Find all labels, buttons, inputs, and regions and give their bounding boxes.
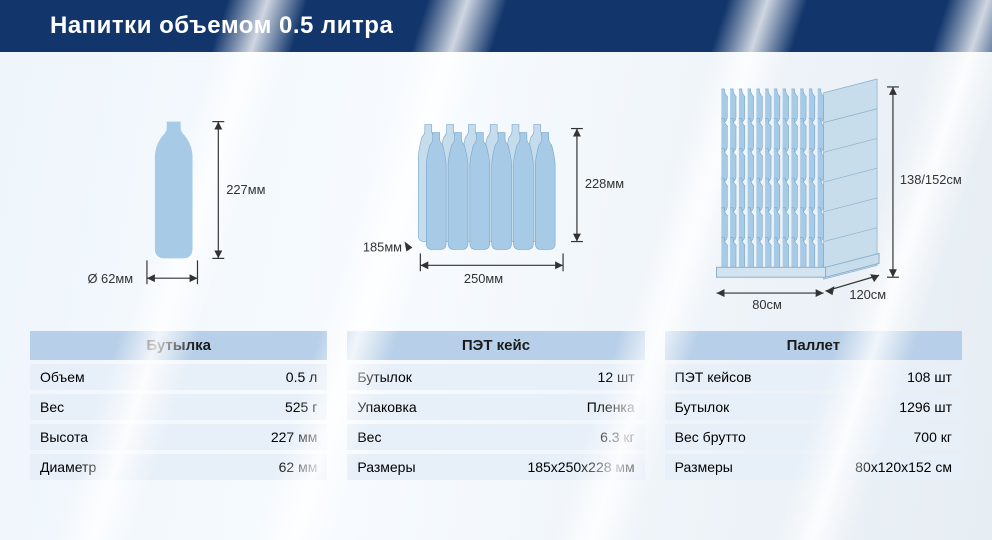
table-cell-key: Высота (30, 424, 189, 450)
dim-bottle-height: 227мм (226, 182, 265, 197)
table-cell-val: 185х250х228 мм (462, 454, 645, 480)
table-cell-key: ПЭТ кейсов (665, 364, 800, 390)
dim-case-depth: 185мм (363, 239, 402, 254)
table-cell-key: Упаковка (347, 394, 461, 420)
table-cell-val: 1296 шт (799, 394, 962, 420)
panel-case: 228мм 250мм 185мм ПЭТ кейс Бутылок12 штУ… (347, 66, 644, 484)
case-table: ПЭТ кейс Бутылок12 штУпаковкаПленкаВес6.… (347, 327, 644, 484)
pallet-table-header: Паллет (665, 331, 962, 360)
table-cell-val: 12 шт (462, 364, 645, 390)
table-cell-key: Объем (30, 364, 189, 390)
table-cell-val: 700 кг (799, 424, 962, 450)
table-cell-key: Размеры (347, 454, 461, 480)
table-cell-key: Диаметр (30, 454, 189, 480)
table-row: УпаковкаПленка (347, 394, 644, 420)
table-cell-val: 62 мм (189, 454, 328, 480)
table-row: Объем0.5 л (30, 364, 327, 390)
table-cell-key: Вес (347, 424, 461, 450)
bottle-table-header: Бутылка (30, 331, 327, 360)
table-cell-key: Вес брутто (665, 424, 800, 450)
page-title: Напитки объемом 0.5 литра (0, 0, 992, 52)
table-cell-val: Пленка (462, 394, 645, 420)
pallet-table: Паллет ПЭТ кейсов108 шт Бутылок1296 шт Вес… (665, 327, 962, 484)
table-row: Вес брутто700 кг (665, 424, 962, 450)
table-cell-key: Размеры (665, 454, 800, 480)
table-cell-key: Вес (30, 394, 189, 420)
pallet-diagram: 138/152см 80см 120см (665, 66, 962, 321)
table-row: Диаметр62 мм (30, 454, 327, 480)
table-row: ПЭТ кейсов108 шт (665, 364, 962, 390)
table-row: Высота227 мм (30, 424, 327, 450)
case-diagram: 228мм 250мм 185мм (347, 66, 644, 321)
table-row: Вес6.3 кг (347, 424, 644, 450)
dim-pallet-height: 138/152см (900, 172, 962, 187)
table-cell-key: Бутылок (347, 364, 461, 390)
table-row: Бутылок1296 шт (665, 394, 962, 420)
panel-bottle: 227мм Ø 62мм Бутылка Объем0.5 лВес525 гВ… (30, 66, 327, 484)
table-cell-val: 0.5 л (189, 364, 328, 390)
table-cell-val: 525 г (189, 394, 328, 420)
dim-pallet-width: 80см (752, 297, 782, 312)
table-cell-val: 227 мм (189, 424, 328, 450)
table-row: Размеры185х250х228 мм (347, 454, 644, 480)
bottle-table: Бутылка Объем0.5 лВес525 гВысота227 ммДи… (30, 327, 327, 484)
dim-case-height: 228мм (585, 176, 624, 191)
table-row: Вес525 г (30, 394, 327, 420)
dim-pallet-depth: 120см (849, 287, 886, 302)
case-table-header: ПЭТ кейс (347, 331, 644, 360)
panels-row: 227мм Ø 62мм Бутылка Объем0.5 лВес525 гВ… (0, 52, 992, 484)
table-cell-key: Бутылок (665, 394, 800, 420)
table-row: Размеры80х120х152 см (665, 454, 962, 480)
table-row: Бутылок12 шт (347, 364, 644, 390)
table-cell-val: 80х120х152 см (799, 454, 962, 480)
panel-pallet: 138/152см 80см 120см Паллет ПЭТ кейсов10… (665, 66, 962, 484)
table-cell-val: 108 шт (799, 364, 962, 390)
table-cell-val: 6.3 кг (462, 424, 645, 450)
dim-bottle-diameter: Ø 62мм (87, 271, 133, 286)
dim-case-width: 250мм (464, 271, 503, 286)
bottle-diagram: 227мм Ø 62мм (30, 66, 327, 321)
